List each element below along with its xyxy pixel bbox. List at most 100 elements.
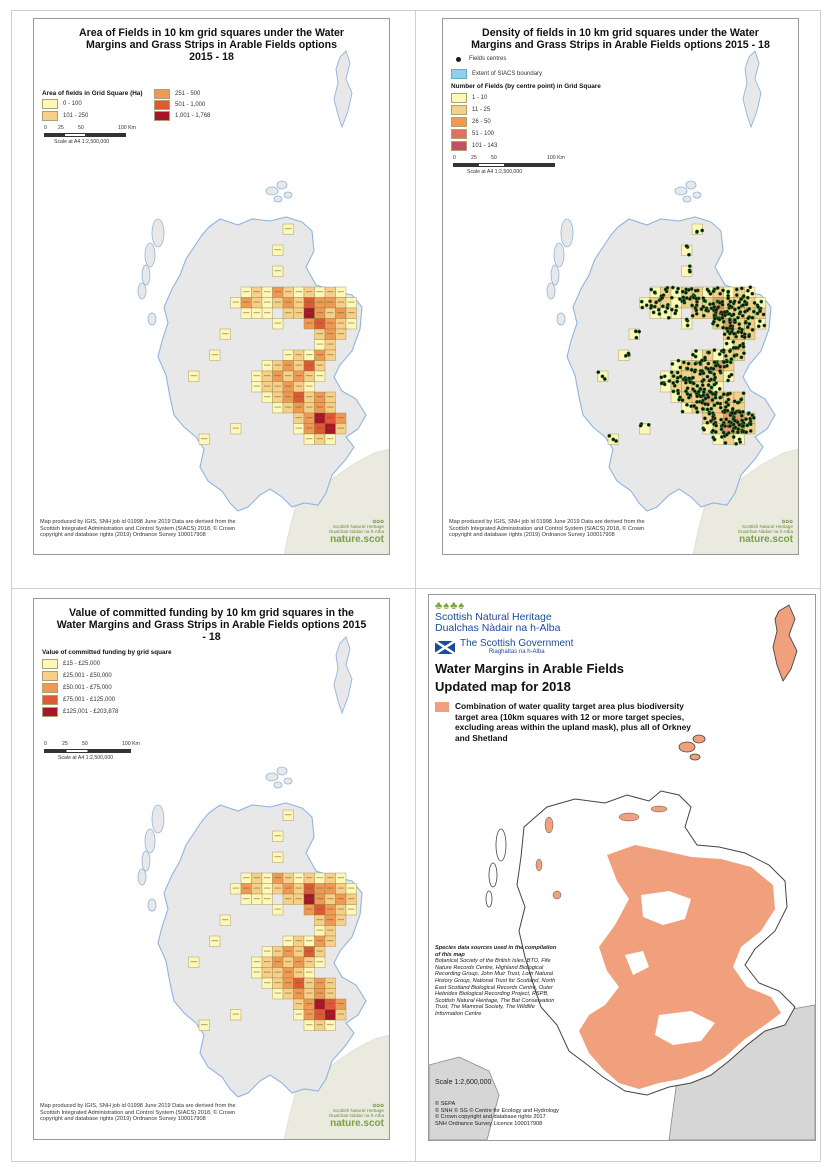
grid-square xyxy=(230,1009,242,1021)
field-centre-dot xyxy=(685,386,690,391)
field-centre-dot xyxy=(681,295,686,300)
field-centre-dot xyxy=(675,379,680,384)
grid-square xyxy=(324,988,336,1000)
grid-square-label xyxy=(243,301,250,303)
field-centre-dot xyxy=(744,417,748,422)
logo-mark: ✿✿✿ xyxy=(372,519,384,524)
grid-square xyxy=(303,1019,315,1031)
field-centre-dot xyxy=(684,244,689,249)
field-centre-dot xyxy=(715,323,720,328)
grid-square-label xyxy=(306,385,313,387)
grid-square-label xyxy=(348,312,355,314)
grid-square-label xyxy=(327,291,334,293)
grid-square-label xyxy=(306,940,313,942)
grid-square-label xyxy=(295,375,302,377)
shetland-outline xyxy=(333,50,353,129)
grid-square xyxy=(303,381,315,393)
grid-square-label xyxy=(274,982,281,984)
field-centre-dot xyxy=(725,329,730,334)
field-centre-dot xyxy=(708,291,713,296)
grid-square-label xyxy=(295,354,302,356)
grid-square-label xyxy=(316,354,323,356)
field-centre-dot xyxy=(691,381,696,386)
field-centre-dot xyxy=(726,289,731,294)
grid-square xyxy=(261,956,273,968)
grid-square-label xyxy=(295,1003,302,1005)
grid-square xyxy=(293,370,305,382)
grid-square-label xyxy=(274,270,281,272)
field-centre-dot xyxy=(744,430,749,435)
legend-swatch xyxy=(451,105,467,115)
field-centre-dot xyxy=(691,352,695,357)
grid-square-label xyxy=(327,417,334,419)
field-centre-dot xyxy=(735,400,740,405)
field-centre-dot xyxy=(740,313,745,318)
grid-square xyxy=(293,998,305,1010)
scale-bar: 0 25 50 100 Km Scale at A4 1:2,500,000 xyxy=(44,741,140,761)
grid-square-label xyxy=(253,301,260,303)
field-centre-dot xyxy=(734,287,739,292)
field-centre-dot xyxy=(644,303,649,308)
field-centre-dot xyxy=(747,321,752,326)
grid-square-label xyxy=(285,992,292,994)
grid-square xyxy=(335,914,347,926)
grid-square-label xyxy=(295,961,302,963)
density-legend-centres: Fields centres xyxy=(456,56,506,62)
grid-square-label xyxy=(264,971,271,973)
grid-square xyxy=(261,307,273,319)
grid-square xyxy=(324,402,336,414)
grid-square-label xyxy=(253,961,260,963)
grid-square-label xyxy=(190,375,197,377)
grid-square xyxy=(272,904,284,916)
field-centre-dot xyxy=(735,430,740,435)
grid-square-label xyxy=(337,1013,344,1015)
grid-square xyxy=(681,265,693,277)
density-map-title: Density of fields in 10 km grid squares … xyxy=(471,27,770,51)
field-centre-dot xyxy=(695,383,700,388)
legend-swatch xyxy=(451,93,467,103)
grid-square-label xyxy=(295,992,302,994)
field-centre-dot xyxy=(671,389,676,394)
grid-square-label xyxy=(295,982,302,984)
field-centre-dot xyxy=(726,397,731,402)
field-centre-dot xyxy=(694,308,699,313)
grid-square xyxy=(282,402,294,414)
field-centre-dot xyxy=(714,423,719,428)
grid-square xyxy=(345,893,357,905)
grid-square-label xyxy=(348,301,355,303)
field-centre-dot xyxy=(709,377,713,382)
grid-square xyxy=(272,391,284,403)
field-centre-dot xyxy=(712,437,717,442)
grid-square xyxy=(303,391,315,403)
grid-square-label xyxy=(316,343,323,345)
grid-square xyxy=(303,1009,315,1021)
grid-square-label xyxy=(295,385,302,387)
field-centre-dot xyxy=(724,363,729,368)
grid-square xyxy=(272,244,284,256)
grid-square-label xyxy=(348,908,355,910)
legend-swatch xyxy=(451,129,467,139)
grid-square xyxy=(303,988,315,1000)
grid-square xyxy=(272,830,284,842)
field-centre-dot xyxy=(751,415,756,420)
grid-square xyxy=(293,391,305,403)
grid-square xyxy=(324,297,336,309)
grid-square-label xyxy=(316,1003,323,1005)
grid-square-label xyxy=(274,856,281,858)
grid-square xyxy=(282,988,294,1000)
field-centre-dot xyxy=(755,311,760,316)
grid-square-label xyxy=(316,396,323,398)
field-centre-dot xyxy=(700,228,705,233)
grid-square xyxy=(272,286,284,298)
grid-square-label xyxy=(295,1013,302,1015)
grid-square xyxy=(272,872,284,884)
grid-square-label xyxy=(285,971,292,973)
grid-square xyxy=(293,402,305,414)
field-centre-dot xyxy=(705,420,710,425)
field-centre-dot xyxy=(711,301,716,306)
field-centre-dot xyxy=(739,330,744,335)
grid-square-label xyxy=(274,301,281,303)
field-centre-dot xyxy=(728,323,733,328)
field-centre-dot xyxy=(737,322,742,327)
grid-square xyxy=(272,988,284,1000)
